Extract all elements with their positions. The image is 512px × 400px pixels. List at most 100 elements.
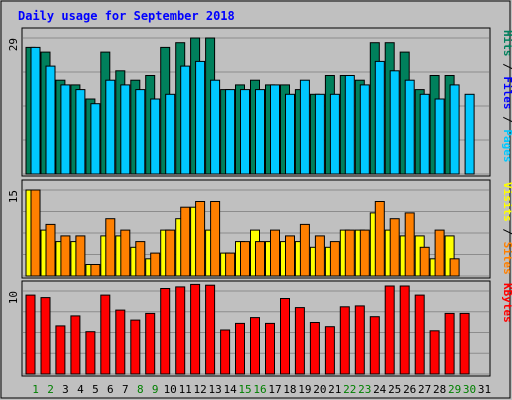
bar-pages-day-21 — [329, 93, 340, 175]
bar-pages-day-20 — [314, 93, 325, 175]
bar-sites-day-11 — [180, 206, 191, 277]
bar-pages-day-9 — [150, 98, 161, 175]
bar-kbytes-day-5 — [85, 331, 96, 375]
bar-pages-day-1 — [30, 46, 41, 175]
day-label-15: 15 — [238, 383, 251, 396]
bar-sites-day-12 — [195, 201, 206, 277]
panel-sites: 15 Visits / Sites — [7, 179, 512, 279]
bar-sites-day-14 — [225, 252, 236, 277]
day-label-21: 21 — [328, 383, 341, 396]
bar-pages-day-4 — [75, 89, 86, 175]
bar-kbytes-day-22 — [339, 306, 350, 375]
bar-kbytes-day-29 — [444, 312, 455, 375]
bar-sites-day-3 — [60, 235, 71, 277]
day-label-31: 31 — [478, 383, 491, 396]
bar-pages-day-24 — [374, 60, 385, 175]
bar-kbytes-day-12 — [190, 283, 201, 375]
day-label-23: 23 — [358, 383, 371, 396]
day-label-8: 8 — [137, 383, 144, 396]
day-label-29: 29 — [448, 383, 461, 396]
bar-pages-day-2 — [45, 65, 56, 175]
bar-pages-day-27 — [419, 93, 430, 175]
bar-sites-day-29 — [449, 258, 460, 277]
bar-kbytes-day-2 — [40, 297, 51, 375]
bar-sites-day-15 — [240, 241, 250, 277]
series-sites — [30, 189, 460, 277]
panel-kbytes-legend: KBytes — [501, 283, 512, 323]
legend-kbytes: KBytes — [501, 283, 512, 323]
bar-pages-day-19 — [299, 79, 310, 175]
chart-title: Daily usage for September 2018 — [18, 9, 235, 23]
bar-kbytes-day-13 — [205, 284, 216, 375]
day-label-22: 22 — [343, 383, 356, 396]
bar-kbytes-day-23 — [354, 305, 365, 375]
day-label-18: 18 — [283, 383, 296, 396]
day-label-11: 11 — [179, 383, 192, 396]
bar-sites-day-26 — [404, 212, 415, 277]
bar-sites-day-8 — [135, 241, 146, 277]
bar-kbytes-day-4 — [70, 315, 81, 375]
bar-pages-day-25 — [389, 70, 400, 175]
bar-pages-day-8 — [135, 89, 146, 175]
day-label-26: 26 — [403, 383, 416, 396]
panel-sites-ymax-label: 15 — [7, 190, 20, 203]
legend-visits: Visits — [501, 182, 512, 222]
bar-kbytes-day-18 — [280, 298, 290, 375]
bar-sites-day-1 — [30, 189, 41, 277]
bar-kbytes-day-30 — [459, 312, 470, 375]
day-label-7: 7 — [122, 383, 129, 396]
bar-kbytes-day-8 — [130, 319, 141, 375]
chart-panels: 29 Hits / Files / Pages 15 Visits / Sites 10… — [7, 27, 512, 377]
bar-sites-day-21 — [329, 241, 340, 277]
bar-sites-day-28 — [434, 229, 445, 277]
day-label-3: 3 — [62, 383, 69, 396]
bar-sites-day-7 — [120, 229, 131, 277]
bar-sites-day-17 — [270, 229, 280, 277]
day-label-4: 4 — [77, 383, 84, 396]
bar-sites-day-18 — [285, 235, 295, 277]
day-label-30: 30 — [463, 383, 476, 396]
day-label-14: 14 — [223, 383, 237, 396]
bar-sites-day-19 — [299, 223, 310, 277]
legend-separator: / — [501, 110, 512, 130]
day-label-20: 20 — [313, 383, 326, 396]
day-label-19: 19 — [298, 383, 311, 396]
bar-sites-day-4 — [75, 235, 86, 277]
day-label-28: 28 — [433, 383, 446, 396]
bar-pages-day-10 — [165, 93, 176, 175]
panel-kbytes: 10 KBytes — [7, 280, 512, 377]
bar-pages-day-7 — [120, 84, 131, 175]
bar-kbytes-day-21 — [324, 326, 335, 375]
bar-kbytes-day-24 — [369, 316, 380, 375]
bar-kbytes-day-17 — [265, 322, 275, 375]
bar-kbytes-day-15 — [235, 322, 245, 375]
bar-kbytes-day-25 — [384, 285, 395, 375]
bar-kbytes-day-26 — [399, 285, 410, 375]
day-label-10: 10 — [164, 383, 177, 396]
bar-sites-day-20 — [314, 235, 325, 277]
day-label-1: 1 — [32, 383, 39, 396]
bar-kbytes-day-19 — [294, 307, 305, 375]
bar-sites-day-27 — [419, 246, 430, 277]
bar-kbytes-day-9 — [145, 312, 156, 375]
bar-pages-day-18 — [285, 93, 295, 175]
bar-sites-day-6 — [105, 218, 116, 277]
bar-pages-day-11 — [180, 65, 191, 175]
day-label-24: 24 — [373, 383, 387, 396]
bar-kbytes-day-10 — [160, 288, 171, 375]
bar-kbytes-day-6 — [100, 294, 111, 375]
bar-pages-day-12 — [195, 60, 206, 175]
bar-pages-day-28 — [434, 98, 445, 175]
day-label-12: 12 — [193, 383, 206, 396]
bar-kbytes-day-14 — [220, 329, 231, 375]
day-label-13: 13 — [208, 383, 221, 396]
bar-sites-day-5 — [90, 264, 101, 277]
legend-hits: Hits — [501, 30, 512, 57]
bar-pages-day-23 — [359, 84, 370, 175]
series-pages — [30, 46, 475, 175]
bar-pages-day-16 — [255, 89, 265, 175]
panel-kbytes-ymax-label: 10 — [7, 291, 20, 304]
bar-kbytes-day-27 — [414, 294, 425, 375]
